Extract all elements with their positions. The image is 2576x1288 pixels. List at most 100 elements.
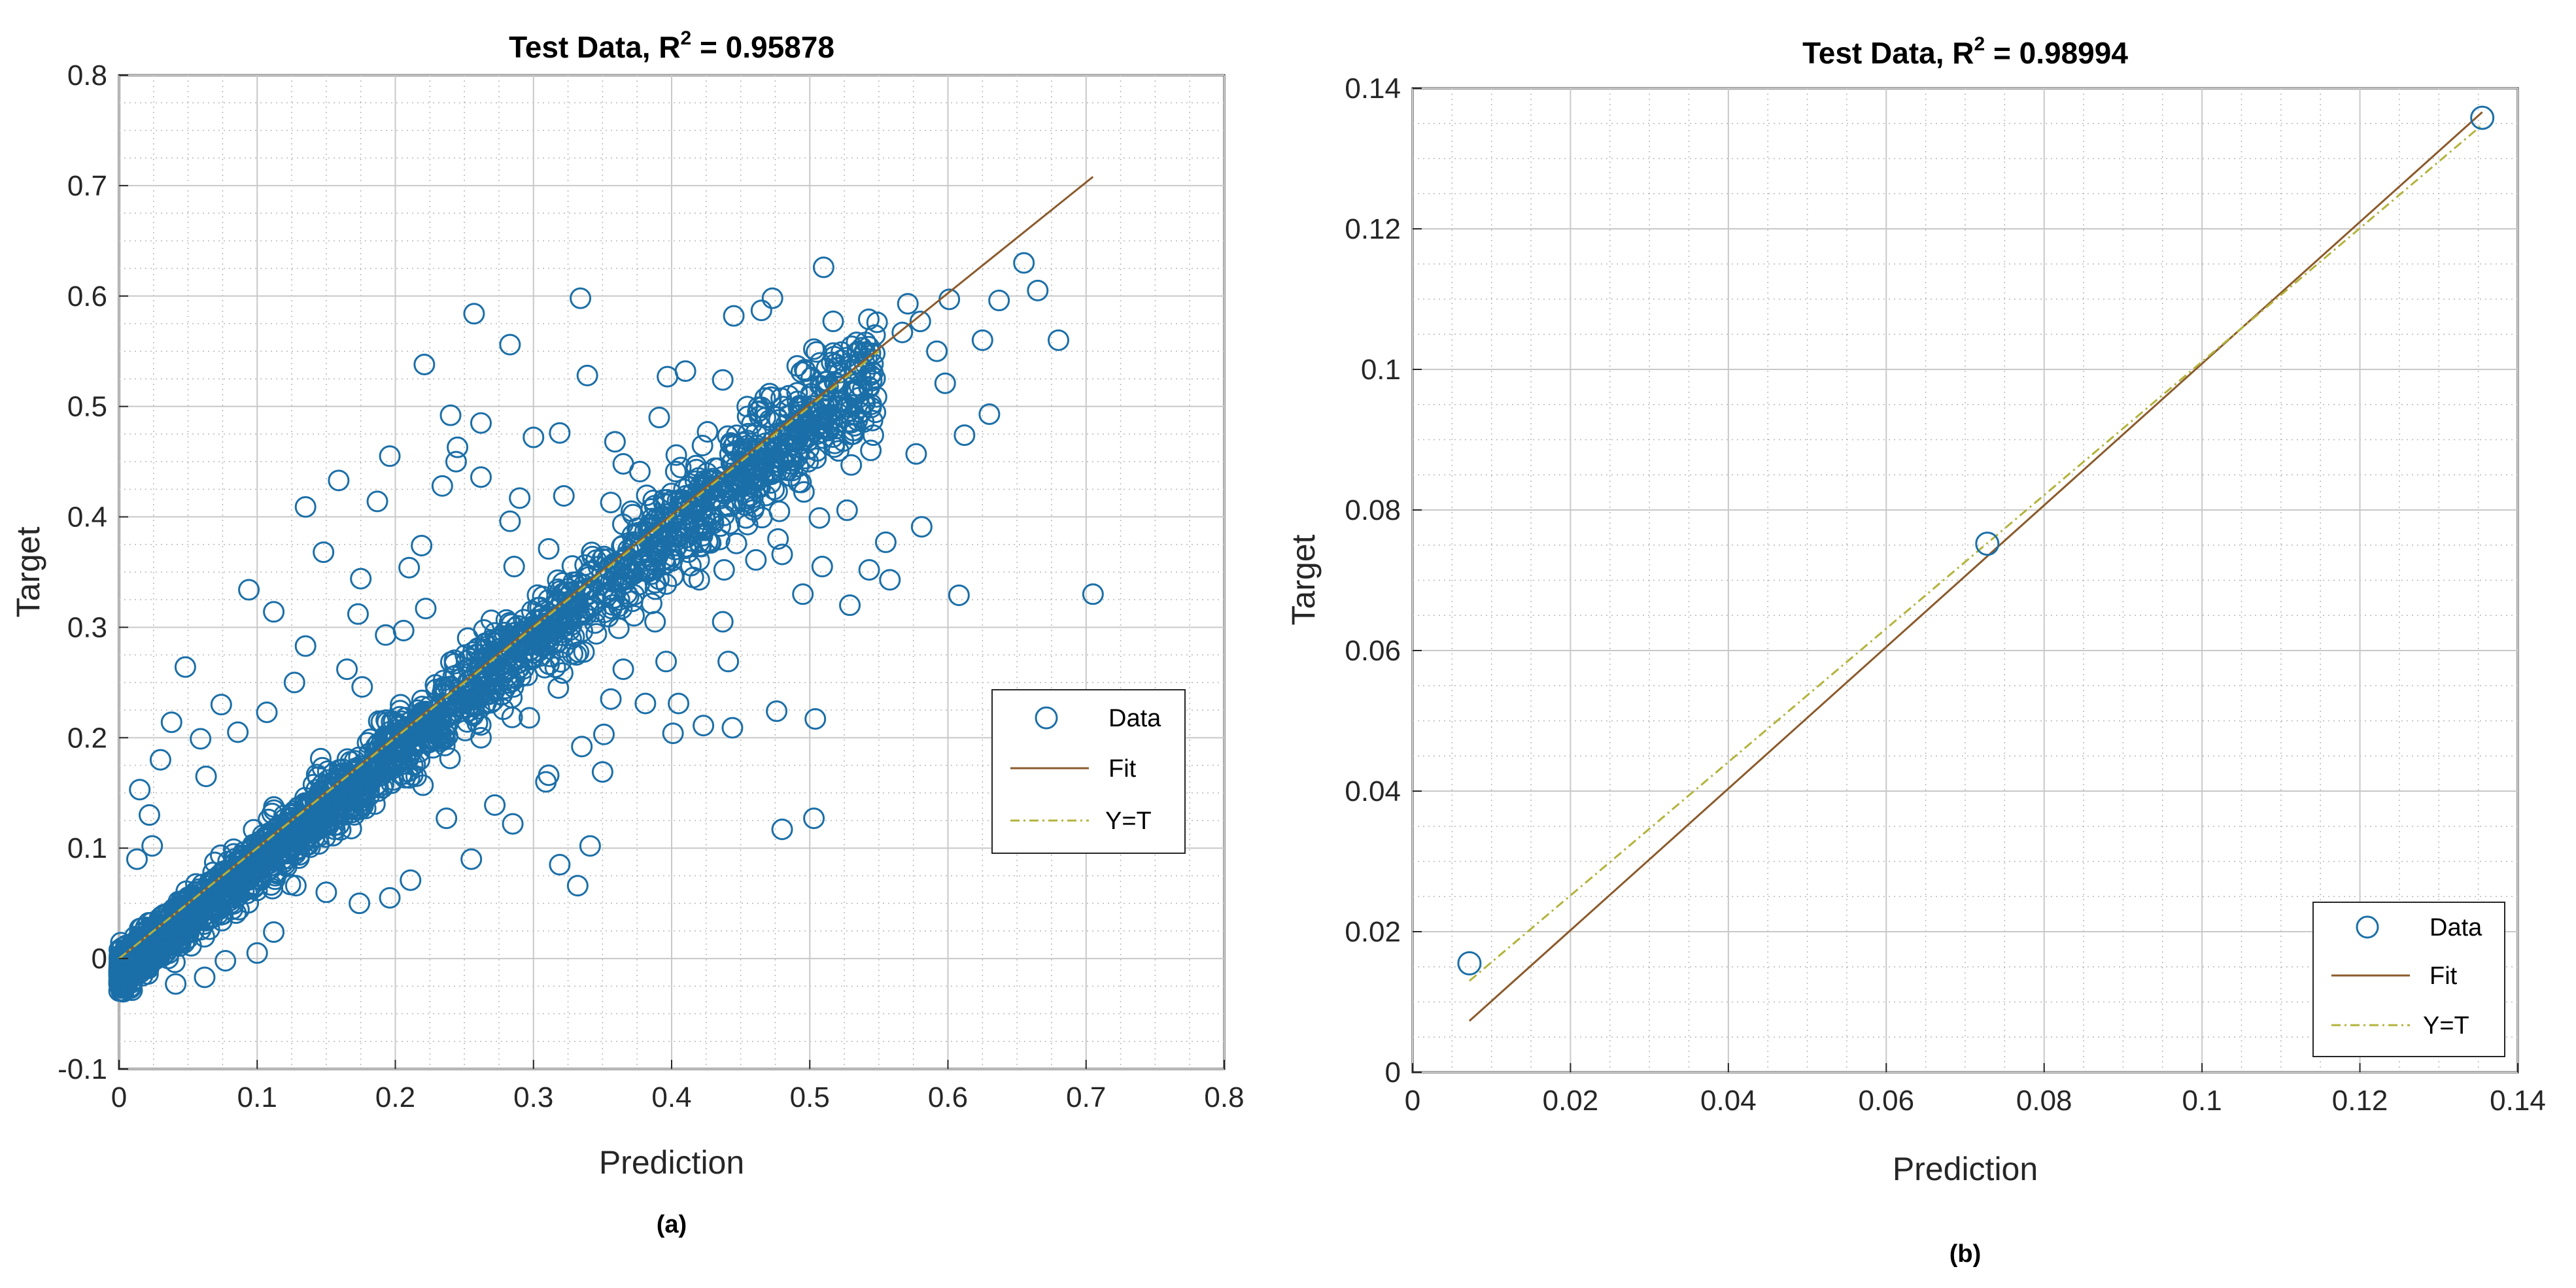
data-point (759, 409, 781, 432)
data-point (712, 369, 734, 391)
data-point (311, 779, 334, 801)
data-point (790, 361, 812, 383)
data-point (623, 563, 645, 585)
data-point (948, 584, 970, 606)
data-point (655, 553, 677, 575)
x-tick-label: 0 (1405, 1085, 1420, 1117)
data-point (535, 771, 557, 793)
data-point (501, 670, 523, 692)
data-point (331, 762, 353, 785)
data-point (563, 626, 585, 648)
data-point (368, 710, 390, 732)
data-point (351, 676, 373, 698)
data-point (238, 579, 260, 601)
data-point (934, 372, 956, 394)
data-point (126, 848, 148, 870)
data-point (379, 887, 401, 909)
x-tick-label: 0.8 (1204, 1081, 1244, 1113)
y-axis-label-a: Target (10, 526, 46, 617)
data-point (534, 656, 556, 679)
data-point (648, 568, 670, 590)
data-point (759, 436, 781, 458)
data-point (570, 287, 592, 309)
data-point (839, 594, 861, 617)
y-tick-label: 0.04 (1345, 775, 1401, 807)
data-point (723, 305, 745, 327)
data-point (719, 480, 741, 502)
x-tick-label: 0.12 (2332, 1085, 2388, 1117)
y-tick-label: 0.4 (67, 501, 107, 534)
data-point (772, 434, 795, 456)
y-tick-label: 0.08 (1345, 494, 1401, 526)
data-point (778, 398, 800, 420)
data-point (812, 405, 834, 428)
x-tick-label: 0 (111, 1081, 127, 1113)
data-point (685, 454, 707, 477)
data-point (405, 730, 427, 753)
data-point (498, 611, 521, 634)
data-point (745, 549, 767, 571)
data-point (199, 871, 221, 893)
data-point (149, 749, 171, 771)
data-point (366, 490, 388, 513)
data-point (644, 515, 666, 537)
data-point (488, 628, 510, 650)
data-point (760, 459, 782, 481)
data-point (523, 426, 545, 449)
x-tick-label: 0.3 (513, 1081, 553, 1113)
data-point (693, 715, 715, 737)
data-point (153, 925, 175, 947)
data-point (2470, 105, 2495, 130)
ticks-b: 0 0.02 0.04 0.06 0.08 0.1 0.12 0.14 0 0.02 0.04 0.0… (1345, 73, 2545, 1117)
data-point (349, 892, 371, 915)
data-point (622, 503, 644, 526)
data-point (333, 804, 355, 826)
data-point (190, 728, 212, 750)
data-point (547, 677, 570, 699)
data-point (452, 660, 474, 683)
data-point (804, 708, 827, 730)
legend-data-label-b: Data (2430, 914, 2482, 941)
data-point (846, 342, 868, 364)
data-point (737, 422, 759, 445)
data-point (792, 583, 814, 605)
data-point (182, 921, 205, 943)
data-point (691, 434, 713, 456)
data-point (470, 412, 492, 434)
data-point (246, 942, 268, 964)
data-points-b (1457, 105, 2495, 975)
data-point (874, 531, 897, 553)
data-point (411, 689, 433, 711)
data-point (288, 844, 311, 866)
y-tick-label: 0.12 (1345, 213, 1401, 245)
data-point (825, 372, 847, 394)
data-point (549, 854, 571, 876)
data-point (971, 329, 993, 351)
y-tick-label: 0.1 (67, 832, 107, 864)
data-point (460, 848, 483, 870)
data-point (307, 818, 329, 840)
data-point (430, 706, 453, 728)
data-point (456, 711, 478, 733)
data-point (648, 407, 670, 429)
data-point (538, 538, 560, 560)
data-point (812, 416, 834, 439)
data-point (719, 513, 741, 535)
data-point (823, 345, 845, 367)
data-point (400, 869, 422, 891)
data-point (277, 843, 299, 865)
data-point (225, 902, 247, 924)
title-suffix-a: = 0.95878 (691, 30, 834, 64)
data-point (858, 559, 880, 581)
data-point (170, 913, 192, 936)
grid-b (1412, 88, 2518, 1073)
data-point (1975, 532, 2000, 556)
x-tick-label: 0.14 (2490, 1085, 2546, 1117)
data-point (392, 725, 414, 747)
data-point (926, 340, 948, 362)
legend-box-a (991, 689, 1186, 854)
data-point (860, 439, 882, 462)
data-point (309, 790, 331, 812)
data-point (283, 671, 305, 694)
fit-line (118, 176, 1094, 960)
